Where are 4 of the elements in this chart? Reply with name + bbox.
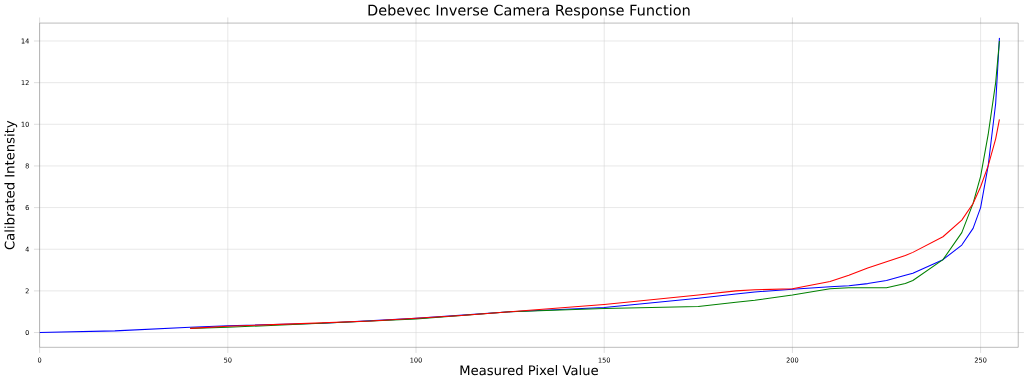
y-axis-title: Calibrated Intensity [4, 120, 18, 250]
x-axis-title: Measured Pixel Value [460, 365, 598, 376]
line-series [189, 118, 1000, 330]
chart-title: Debevec Inverse Camera Response Function [368, 4, 690, 19]
